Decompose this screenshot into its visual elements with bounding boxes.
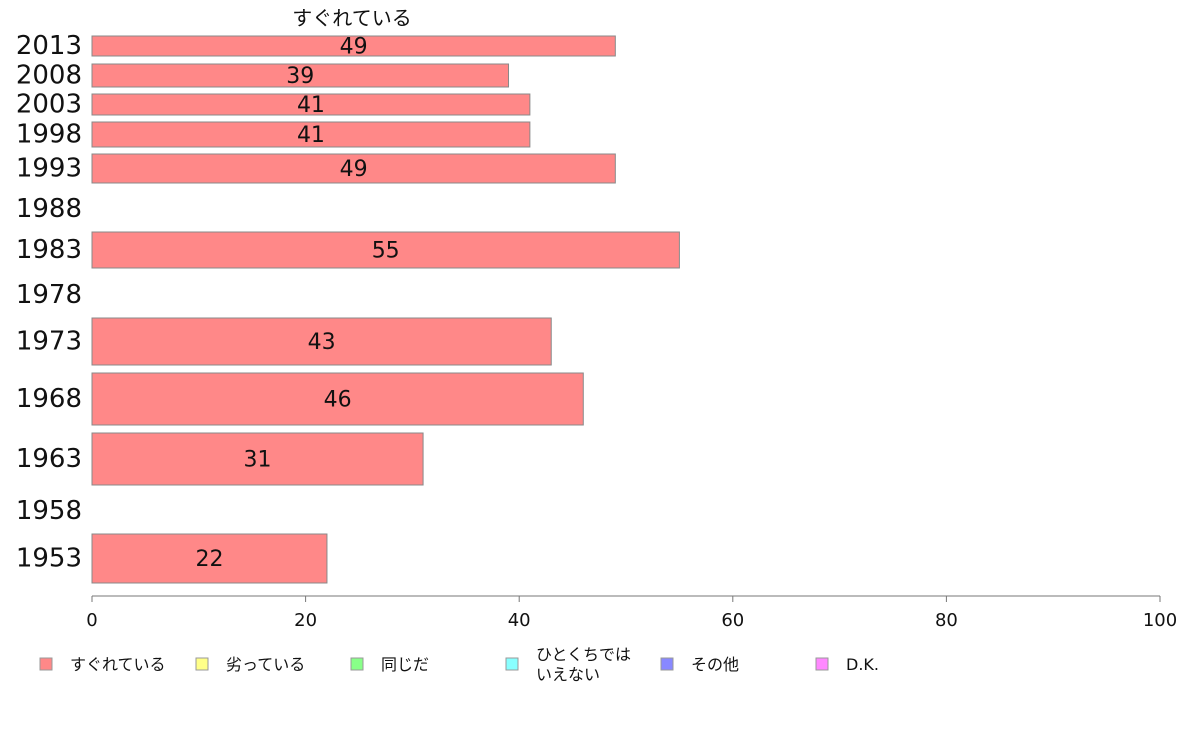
data-label: 31: [244, 448, 272, 473]
category-label: 2013: [16, 31, 82, 61]
category-label: 1958: [16, 496, 82, 526]
series-title: すぐれている: [292, 6, 411, 30]
x-tick-label: 100: [1143, 610, 1177, 631]
bars-layer: すぐれている 1953 22 1958 1963 31 1968 46 1973 43 1978 19…: [16, 6, 680, 584]
data-label: 22: [195, 547, 223, 572]
bar: [91, 372, 584, 426]
bar: [91, 121, 531, 148]
bar: [91, 317, 552, 366]
legend-item: ひとくちではいえない: [505, 645, 631, 684]
bar: [91, 35, 616, 57]
legend-label: その他: [691, 655, 739, 674]
legend-item: すぐれている: [39, 655, 166, 674]
category-label: 1983: [16, 235, 82, 265]
category-label: 1978: [16, 280, 82, 310]
category-label: 1963: [16, 444, 82, 474]
bar: [91, 432, 424, 486]
legend-label: 同じだ: [381, 655, 429, 674]
category-label: 1988: [16, 194, 82, 224]
category-label: 1993: [16, 154, 82, 184]
data-label: 46: [324, 388, 352, 413]
x-tick-label: 40: [508, 610, 531, 631]
category-label: 1998: [16, 120, 82, 150]
legend-swatch: [660, 657, 674, 671]
legend-swatch: [505, 657, 519, 671]
bar: [91, 153, 616, 184]
data-label: 39: [286, 64, 314, 89]
data-label: 49: [340, 157, 368, 182]
legend-item: 劣っている: [195, 655, 305, 674]
data-label: 55: [372, 239, 400, 264]
category-label: 2008: [16, 61, 82, 91]
bar: [91, 63, 510, 88]
category-label: 1953: [16, 544, 82, 574]
x-tick-label: 60: [721, 610, 744, 631]
x-axis: 0 20 40 60 80 100: [86, 595, 1177, 631]
x-tick-label: 0: [86, 610, 97, 631]
data-label: 43: [308, 330, 336, 355]
x-tick-label: 80: [935, 610, 958, 631]
x-tick-label: 20: [294, 610, 317, 631]
legend-item: 同じだ: [350, 655, 429, 674]
bar: [91, 93, 531, 116]
data-label: 41: [297, 123, 325, 148]
legend-swatch: [195, 657, 209, 671]
bar: [91, 533, 328, 584]
legend-item: その他: [660, 655, 739, 674]
legend-label: D.K.: [846, 655, 879, 674]
legend-label: ひとくちではいえない: [536, 645, 631, 684]
legend-item: D.K.: [815, 655, 879, 674]
legend-swatch: [815, 657, 829, 671]
category-label: 1973: [16, 327, 82, 357]
legend-label: 劣っている: [226, 655, 305, 674]
data-label: 41: [297, 93, 325, 118]
legend-label: すぐれている: [70, 655, 166, 674]
legend-swatch: [39, 657, 53, 671]
legend-swatch: [350, 657, 364, 671]
category-label: 1968: [16, 384, 82, 414]
bar: [91, 231, 680, 269]
data-label: 49: [340, 35, 368, 60]
legend: すぐれている 劣っている 同じだ ひとくちではいえない その他 D.K.: [39, 645, 879, 684]
category-label: 2003: [16, 90, 82, 120]
